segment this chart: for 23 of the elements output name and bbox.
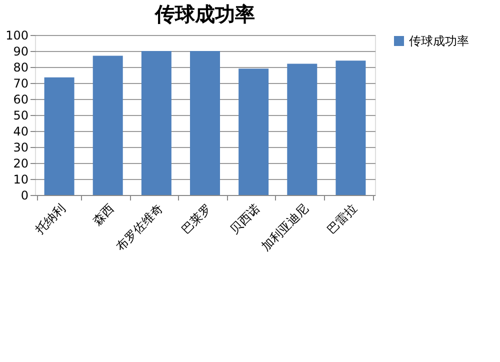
y-tick-label: 50: [13, 108, 28, 122]
chart-title: 传球成功率: [154, 2, 255, 26]
legend-label: 传球成功率: [409, 34, 469, 48]
y-tick-label: 70: [13, 76, 28, 90]
bar: [141, 51, 172, 195]
y-tick-label: 60: [13, 92, 28, 106]
bar: [92, 56, 123, 195]
y-tick-label: 30: [13, 140, 28, 154]
y-tick-label: 100: [6, 28, 28, 42]
y-tick-label: 10: [13, 172, 28, 186]
y-tick-label: 40: [13, 124, 28, 138]
x-tick-label: 巴莱罗: [178, 201, 214, 236]
y-tick-label: 20: [13, 156, 28, 170]
bar: [287, 64, 318, 195]
bar: [238, 68, 269, 195]
y-tick-label: 80: [13, 60, 28, 74]
y-tick-label: 0: [20, 188, 28, 202]
x-tick-label: 巴雷拉: [324, 201, 360, 236]
bar: [44, 77, 74, 195]
bar: [336, 60, 366, 195]
x-tick-label: 托纳利: [32, 201, 68, 238]
bar: [190, 51, 220, 195]
y-tick-label: 90: [13, 44, 28, 58]
